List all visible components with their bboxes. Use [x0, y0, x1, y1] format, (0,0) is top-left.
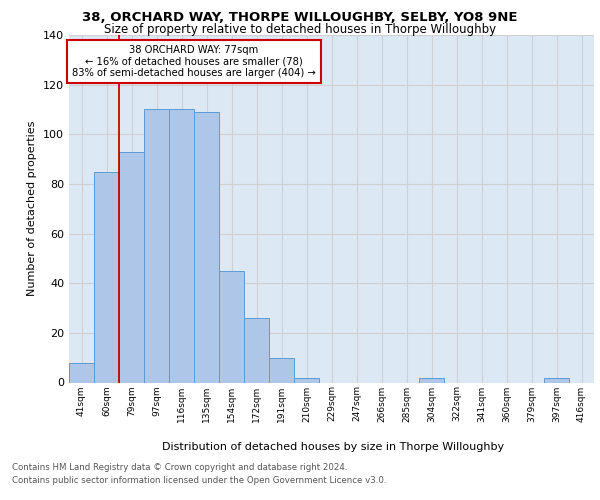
- Bar: [69, 362, 94, 382]
- Bar: [244, 318, 269, 382]
- Bar: [294, 378, 319, 382]
- Text: Contains public sector information licensed under the Open Government Licence v3: Contains public sector information licen…: [12, 476, 386, 485]
- Bar: [144, 110, 169, 382]
- Bar: [119, 152, 144, 382]
- Bar: [269, 358, 294, 382]
- Text: 38, ORCHARD WAY, THORPE WILLOUGHBY, SELBY, YO8 9NE: 38, ORCHARD WAY, THORPE WILLOUGHBY, SELB…: [82, 11, 518, 24]
- Bar: [94, 172, 119, 382]
- Bar: [194, 112, 219, 382]
- Bar: [169, 110, 194, 382]
- Text: 38 ORCHARD WAY: 77sqm
← 16% of detached houses are smaller (78)
83% of semi-deta: 38 ORCHARD WAY: 77sqm ← 16% of detached …: [72, 45, 316, 78]
- Text: Contains HM Land Registry data © Crown copyright and database right 2024.: Contains HM Land Registry data © Crown c…: [12, 464, 347, 472]
- Bar: [219, 271, 244, 382]
- Y-axis label: Number of detached properties: Number of detached properties: [28, 121, 37, 296]
- Text: Distribution of detached houses by size in Thorpe Willoughby: Distribution of detached houses by size …: [162, 442, 504, 452]
- Bar: [544, 378, 569, 382]
- Text: Size of property relative to detached houses in Thorpe Willoughby: Size of property relative to detached ho…: [104, 22, 496, 36]
- Bar: [419, 378, 444, 382]
